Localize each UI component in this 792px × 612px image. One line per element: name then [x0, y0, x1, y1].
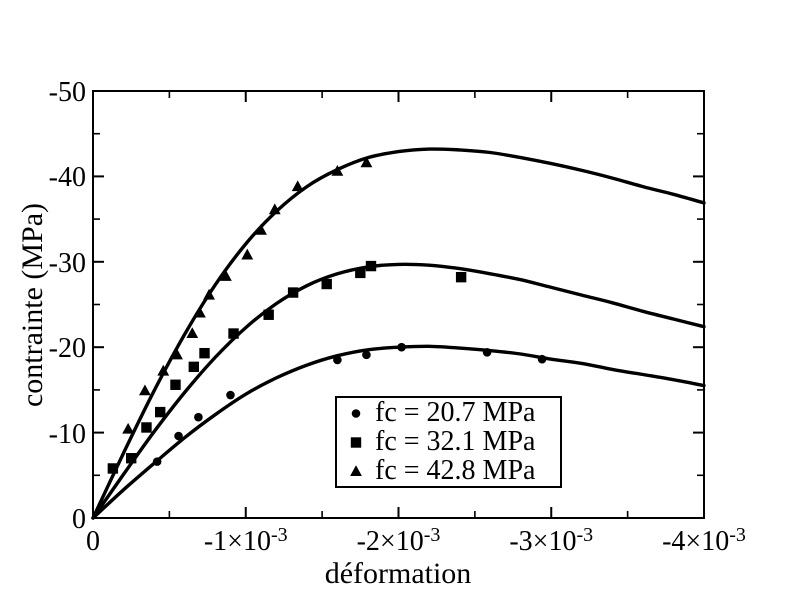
triangle-marker	[219, 270, 232, 281]
legend-row: fc = 20.7 MPa	[341, 399, 560, 427]
x-tick-label-exponent: -3	[423, 524, 441, 546]
legend-circle-icon	[351, 409, 361, 418]
circle-marker	[194, 412, 203, 422]
square-marker	[199, 347, 210, 359]
square-marker	[125, 453, 137, 464]
triangle-marker	[360, 156, 373, 168]
circle-marker	[362, 350, 371, 360]
series-square	[91, 260, 706, 520]
legend-square-icon	[350, 437, 362, 448]
x-tick-label: -3×10-3	[481, 524, 621, 559]
square-marker	[263, 309, 274, 320]
x-tick-label-base: -2×10	[356, 526, 424, 557]
x-tick-label-base: -1×10	[203, 526, 271, 557]
square-marker	[141, 422, 152, 433]
circle-marker	[397, 342, 406, 352]
square-marker	[228, 328, 239, 339]
fit-curve	[91, 147, 706, 520]
legend-label: fc = 42.8 MPa	[375, 455, 536, 486]
triangle-marker	[139, 384, 151, 396]
x-tick-label: -1×10-3	[176, 524, 316, 559]
triangle-marker	[291, 180, 304, 192]
legend-label: fc = 20.7 MPa	[375, 397, 536, 428]
circle-marker	[482, 348, 492, 357]
square-marker	[170, 379, 181, 390]
legend: fc = 20.7 MPa fc = 32.1 MPa fc = 42.8 MPa	[335, 396, 562, 488]
triangle-marker	[241, 248, 254, 260]
triangle-marker	[268, 203, 281, 215]
square-marker	[188, 361, 200, 373]
square-marker	[455, 271, 467, 283]
y-tick-label: 0	[72, 504, 86, 535]
triangle-marker	[186, 327, 199, 339]
series-circle	[91, 342, 706, 520]
triangle-marker	[350, 465, 362, 476]
y-tick-label: -40	[48, 162, 86, 194]
y-tick-label: -10	[48, 418, 86, 450]
circle-marker	[537, 354, 547, 364]
triangle-marker	[194, 306, 206, 318]
x-tick-label: -2×10-3	[329, 524, 469, 559]
x-tick-label-base: -4×10	[662, 526, 730, 557]
y-tick-label: -20	[48, 333, 86, 365]
circle-marker	[226, 390, 235, 400]
x-tick-label-exponent: -3	[270, 524, 288, 546]
y-tick-label: -50	[48, 77, 86, 108]
square-marker	[365, 260, 377, 272]
circle-marker	[152, 457, 162, 466]
circle-marker	[174, 431, 183, 441]
fit-curve	[91, 262, 706, 520]
triangle-marker	[171, 348, 183, 360]
square-marker	[287, 287, 299, 298]
triangle-marker	[157, 364, 170, 376]
square-marker	[155, 406, 166, 418]
square-marker	[350, 437, 362, 448]
legend-row: fc = 32.1 MPa	[341, 428, 560, 456]
legend-row: fc = 42.8 MPa	[341, 457, 560, 485]
triangle-marker	[203, 288, 215, 300]
triangle-marker	[331, 164, 344, 176]
triangle-marker	[255, 223, 267, 235]
series-triangle	[91, 147, 706, 520]
x-tick-label-base: 0	[86, 526, 100, 557]
x-tick-label: 0	[23, 527, 163, 557]
x-tick-label-exponent: -3	[576, 524, 594, 546]
x-tick-label: -4×10-3	[634, 524, 774, 559]
square-marker	[355, 267, 366, 279]
legend-triangle-icon	[350, 465, 362, 476]
y-axis-title: contrainte (MPa)	[16, 202, 49, 408]
y-tick-label: -30	[48, 247, 86, 279]
legend-label: fc = 32.1 MPa	[375, 426, 536, 457]
triangle-marker	[122, 422, 135, 434]
square-marker	[107, 463, 119, 474]
circle-marker	[333, 355, 342, 365]
x-tick-label-exponent: -3	[729, 524, 746, 546]
x-tick-label-base: -3×10	[509, 526, 577, 557]
x-axis-title: déformation	[324, 557, 472, 590]
square-marker	[321, 278, 332, 290]
circle-marker	[351, 409, 361, 418]
